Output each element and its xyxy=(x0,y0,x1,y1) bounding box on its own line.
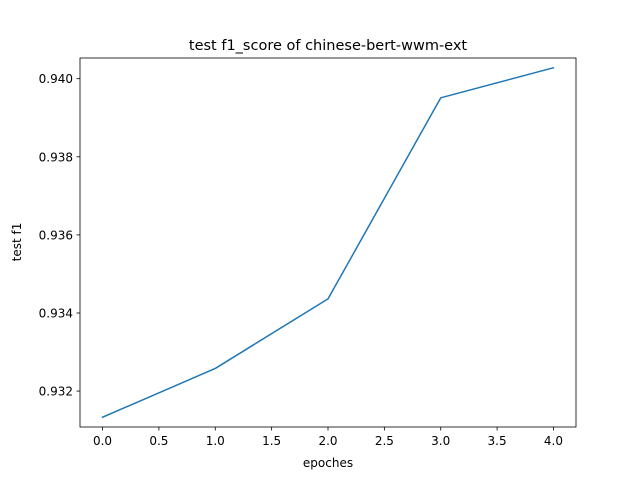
plot-area: 0.0 0.5 1.0 1.5 2.0 2.5 3.0 3.5 4.0 0.932 0.934 0.9… xyxy=(39,57,577,448)
x-tick-label-5: 2.5 xyxy=(375,434,394,448)
x-tick-label-4: 2.0 xyxy=(318,434,337,448)
y-tick-label-3: 0.938 xyxy=(39,150,73,164)
y-tick-label-0: 0.932 xyxy=(39,385,73,399)
chart-title: test f1_score of chinese-bert-wwm-ext xyxy=(189,38,468,54)
y-tick-label-4: 0.940 xyxy=(39,72,73,86)
x-tick-label-0: 0.0 xyxy=(93,434,112,448)
series-line-0 xyxy=(101,66,555,419)
x-tick-label-7: 3.5 xyxy=(488,434,507,448)
x-axis-label: epoches xyxy=(303,456,353,470)
x-tick-label-2: 1.0 xyxy=(206,434,225,448)
y-tick-label-2: 0.936 xyxy=(39,228,73,242)
x-tick-label-1: 0.5 xyxy=(149,434,168,448)
x-tick-label-8: 4.0 xyxy=(544,434,563,448)
y-axis-label: test f1 xyxy=(10,223,24,262)
x-tick-label-3: 1.5 xyxy=(262,434,281,448)
y-tick-label-1: 0.934 xyxy=(39,306,73,320)
x-tick-label-6: 3.0 xyxy=(431,434,450,448)
